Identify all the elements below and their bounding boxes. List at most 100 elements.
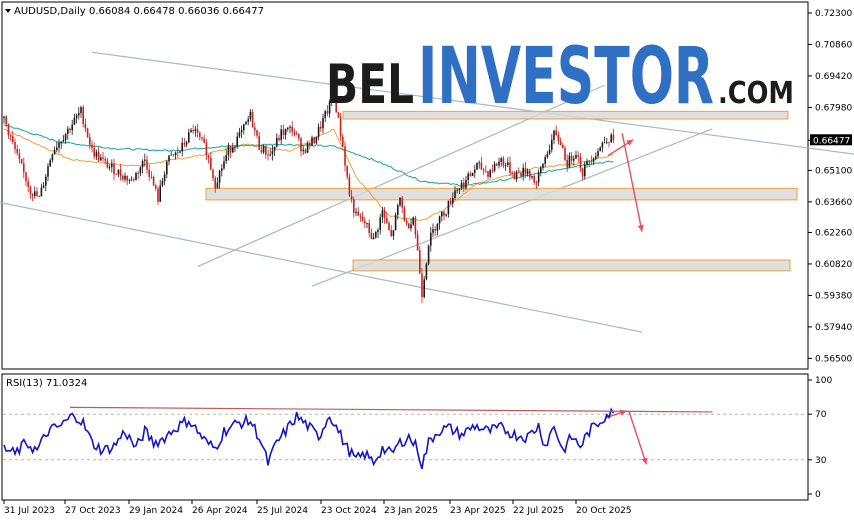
candle-body [546,154,549,158]
candle-body [452,198,454,204]
candle-body [522,167,524,176]
candle-body [496,163,498,166]
candle-body [383,210,386,219]
candle-body [577,155,579,157]
candle-body [309,142,311,146]
candle-body [128,179,131,181]
candle-body [104,158,106,161]
candle-body [370,233,373,240]
candle-body [313,137,315,144]
y-tick-label: 0.60820 [815,260,852,270]
candle-body [38,196,40,198]
candle-body [56,147,58,151]
candle-body [271,150,274,155]
candle-body [441,211,443,217]
forecast-arrow-head [641,457,648,465]
candle-body [135,172,137,181]
candle-body [287,127,289,130]
watermark-logo: BEL INVESTOR .COM [326,32,794,122]
candle-body [45,176,47,186]
x-tick-label: 29 Jan 2024 [129,506,183,516]
candle-body [568,155,571,168]
candle-body [205,142,208,156]
candle-body [7,124,10,136]
candle-body [386,218,388,223]
dropdown-triangle-icon[interactable] [5,9,11,13]
candle-body [344,146,346,166]
x-tick-label: 27 Oct 2023 [65,506,121,516]
candle-body [586,160,588,165]
watermark-bel: BEL [326,53,414,116]
candle-body [348,176,351,196]
candle-body [573,158,575,161]
candle-body [49,160,51,167]
y-tick-label: 0.65100 [815,166,852,176]
moving-averages [3,124,614,222]
candle-body [201,137,203,139]
candle-body [328,101,331,114]
candle-body [500,158,502,162]
candle-body [557,134,560,141]
candle-body [117,169,120,175]
candle-body [346,165,348,177]
candle-body [258,135,260,150]
candle-body [260,149,263,153]
candle-body [34,191,36,196]
candle-body [122,176,124,180]
candle-body [399,197,401,206]
candle-body [553,130,555,141]
candle-body [302,149,304,152]
candle-body [148,169,150,177]
y-tick-label: 0.57940 [815,323,852,333]
current-price-marker: 0.66477 [810,134,852,146]
candle-body [364,220,366,224]
candle-body [566,159,568,168]
candle-body [86,128,89,138]
candle-body [223,161,225,169]
candle-body [436,223,439,231]
candle-body [95,152,98,157]
candle-body [18,153,21,160]
candle-body [524,167,527,175]
candle-body [234,146,236,148]
candle-body [111,163,113,167]
candle-body [23,163,25,173]
candle-body [119,169,122,177]
candle-body [502,158,505,166]
candle-body [390,230,392,237]
y-tick-label: 0.59380 [815,291,852,301]
candle-body [221,168,223,171]
candle-body [172,154,175,156]
current-price-label: 0.66477 [813,136,850,146]
candle-body [529,170,531,178]
candle-body [454,190,456,199]
candle-body [174,152,177,156]
candle-body [245,122,247,125]
candle-body [361,216,364,221]
candle-body [489,170,491,177]
candle-body [289,126,291,128]
candle-body [62,140,65,142]
candle-body [564,147,566,160]
candle-body [47,166,49,177]
candle-body [207,155,210,158]
candle-body [278,137,280,141]
candle-body [392,230,395,237]
x-tick-label: 20 Oct 2025 [576,506,632,516]
candle-body [84,123,87,129]
candle-body [498,161,500,166]
candle-body [106,160,109,168]
candle-body [405,220,408,224]
candle-body [25,172,27,182]
candle-body [518,172,520,174]
candle-body [291,126,293,132]
candle-body [575,155,577,159]
candle-body [194,129,197,132]
x-tick-label: 26 Apr 2024 [192,506,248,516]
candle-body [78,113,80,116]
candle-body [372,237,375,240]
x-tick-label: 23 Apr 2025 [450,506,506,516]
candle-body [269,154,271,156]
candle-body [64,134,67,141]
candle-body [188,132,190,143]
